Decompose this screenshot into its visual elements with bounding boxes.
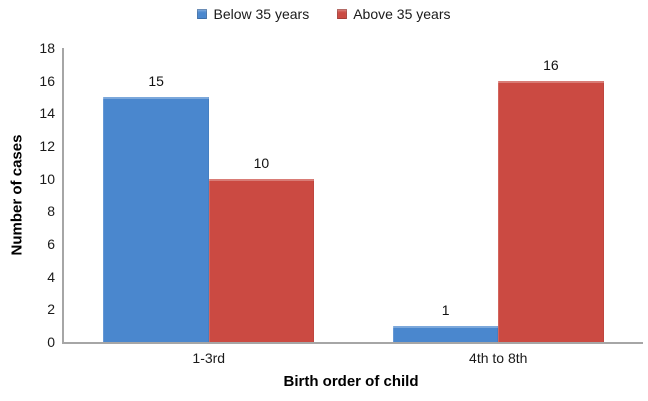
legend-label: Below 35 years [213,6,310,22]
y-axis-title: Number of cases [8,134,26,256]
bar-value-label: 15 [148,73,164,89]
bar-value-label: 10 [253,154,270,171]
y-axis-tick-label: 6 [47,236,55,252]
plot-area: 0 2 4 6 8 10 12 14 16 18 1-3rd 15 10 4th to 8th 1 16 [39,41,643,366]
bar [498,80,604,342]
legend-item: Above 35 years [337,6,451,22]
legend-swatch-icon [197,9,208,19]
legend-swatch-icon [337,9,348,19]
y-axis-tick-label: 8 [47,203,55,220]
bar-value-label: 1 [441,301,450,318]
y-axis-tick-label: 10 [39,170,55,187]
legend-item: Below 35 years [197,6,309,22]
y-axis-tick-label: 4 [47,268,55,285]
y-axis-tick-label: 14 [39,105,55,122]
y-axis-tick-label: 2 [47,301,55,318]
x-axis-category-label: 4th to 8th [469,350,528,366]
bar [392,325,499,342]
bar-value-label: 16 [543,56,559,73]
y-axis-tick-label: 12 [39,138,55,154]
bar [208,178,315,342]
bar [103,97,209,342]
legend-label: Above 35 years [353,6,451,22]
x-axis-title: Birth order of child [283,373,419,390]
chart-legend: Below 35 years Above 35 years [0,6,648,22]
y-axis-tick-label: 0 [47,334,55,350]
y-axis-tick-label: 18 [39,40,55,56]
y-axis-tick-label: 16 [39,72,55,89]
x-axis-category-label: 1-3rd [192,350,226,366]
